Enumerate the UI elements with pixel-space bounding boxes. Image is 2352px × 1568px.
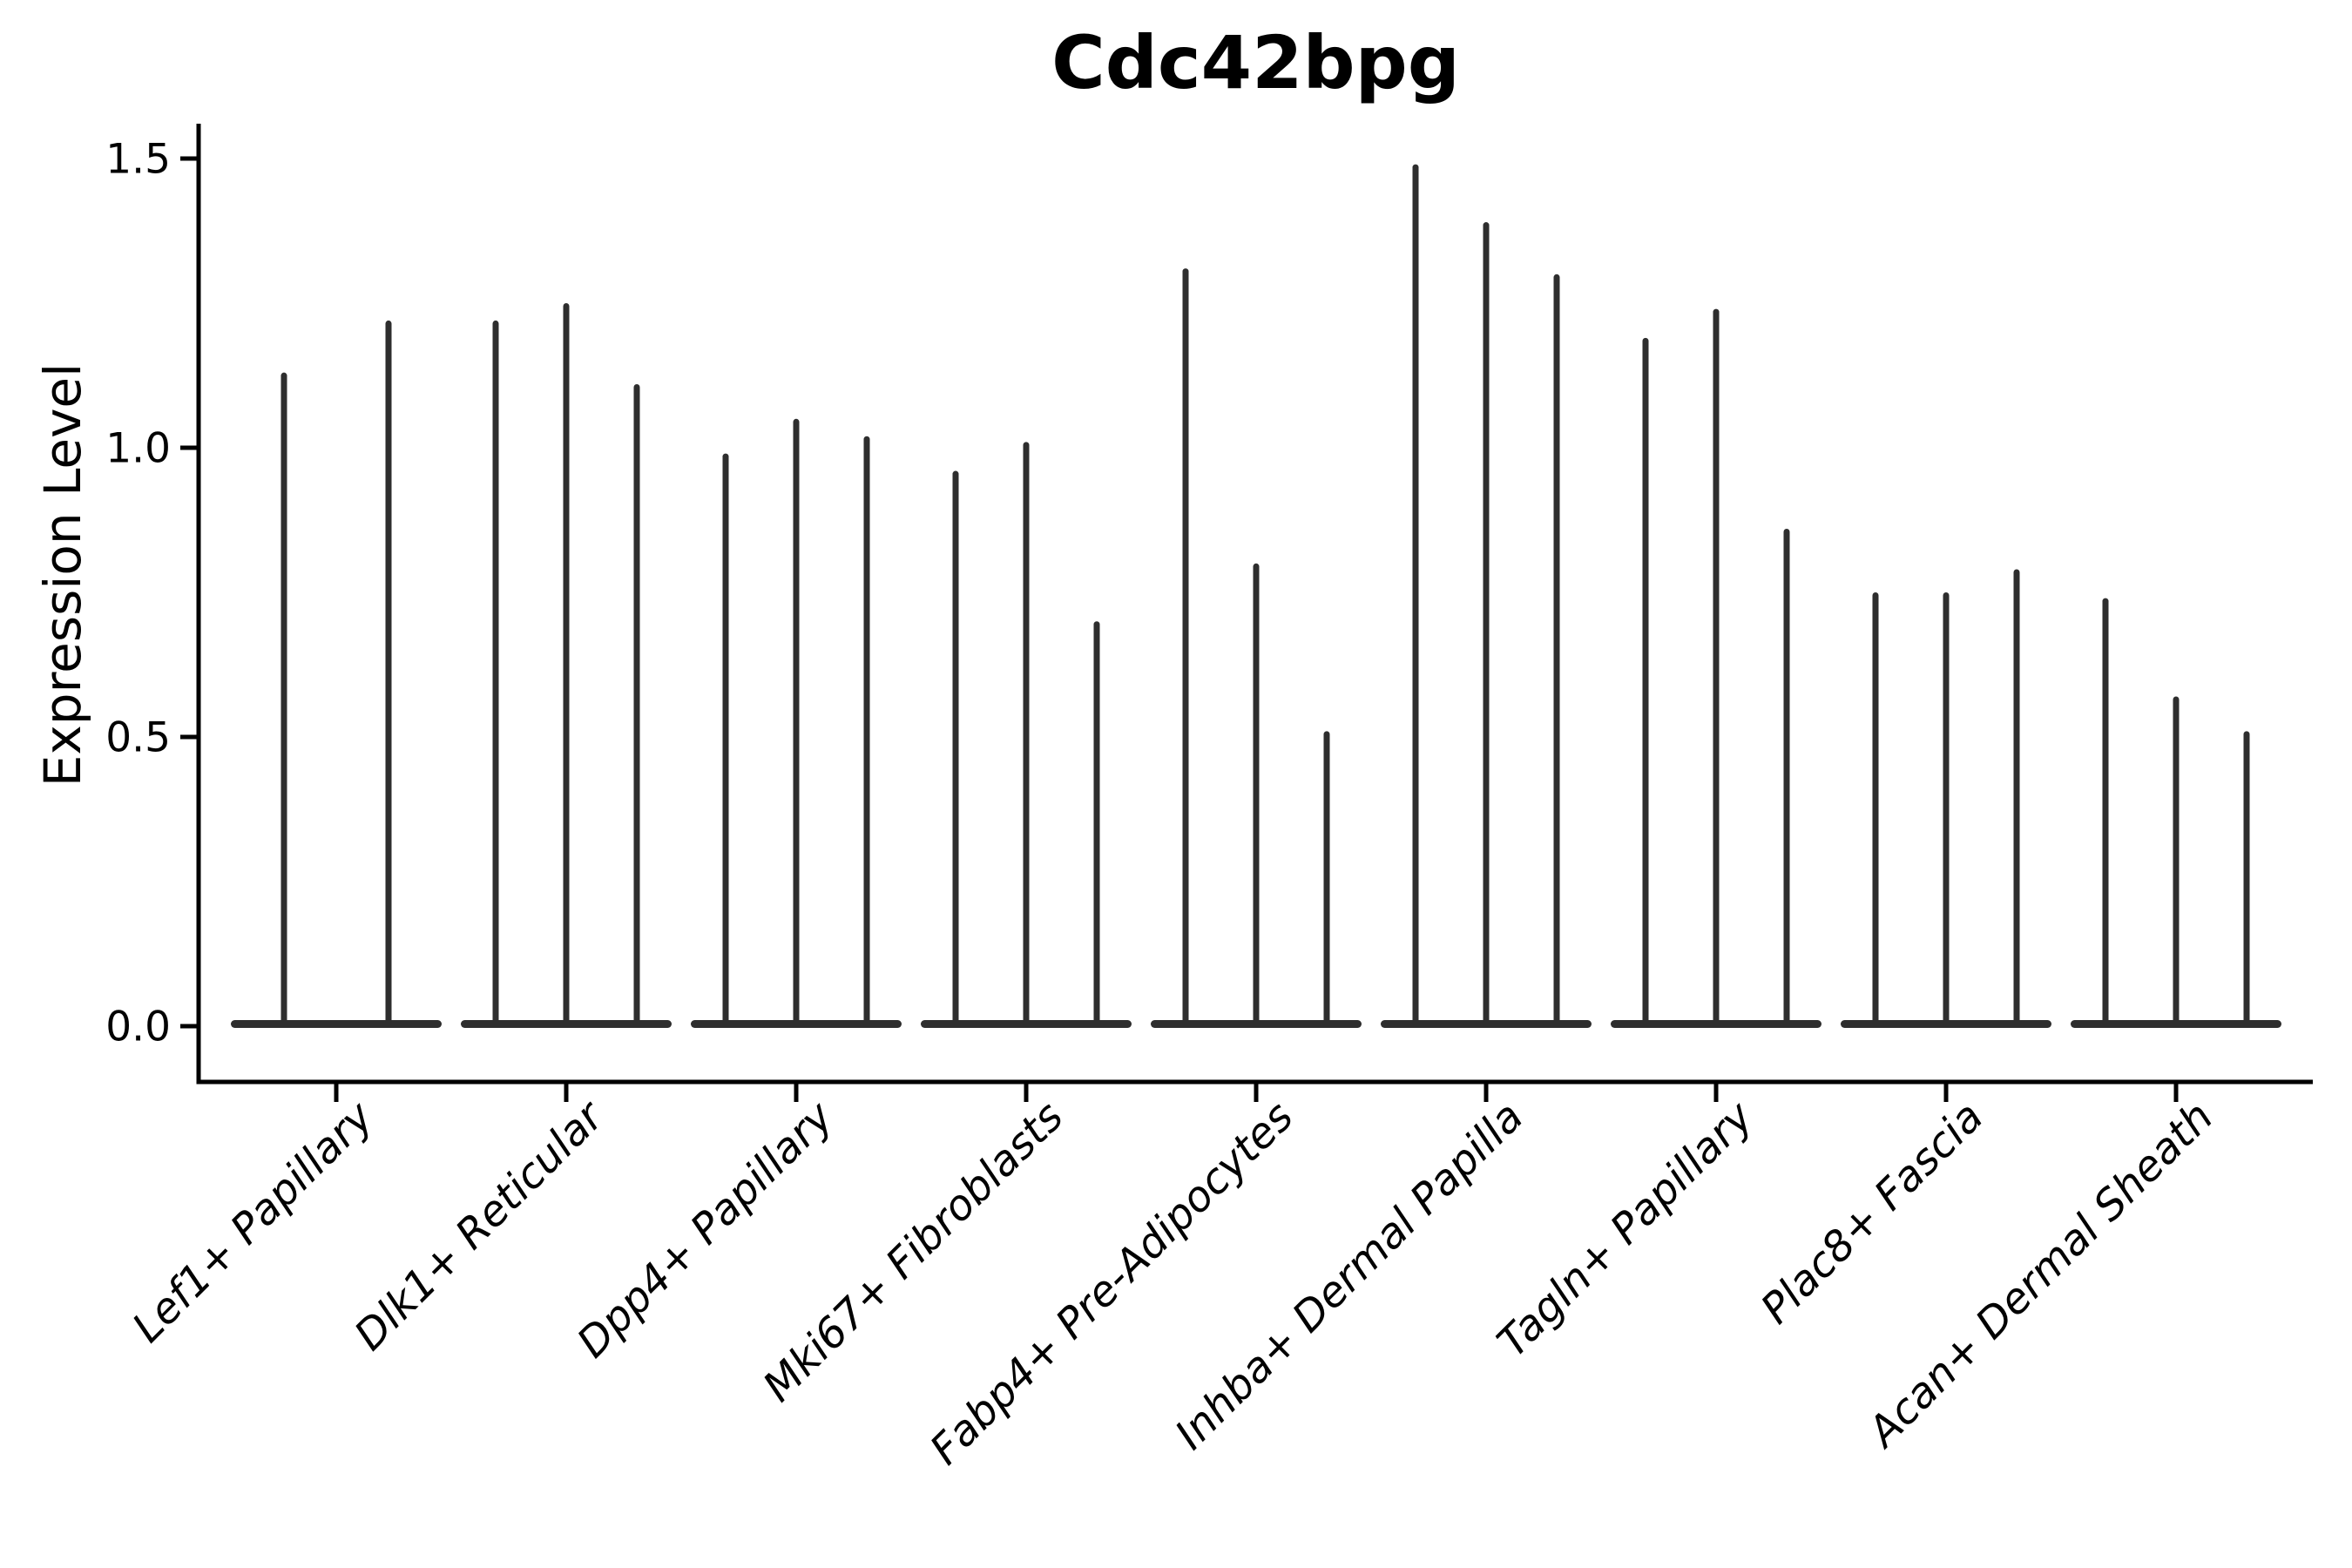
- x-tick-label: Dpp4+ Papillary: [568, 1092, 843, 1367]
- x-tick-label: Tagln+ Papillary: [1488, 1092, 1763, 1367]
- violin-baseline: [231, 1020, 442, 1028]
- y-tick-label: 0.0: [105, 1003, 171, 1051]
- axis-spines: [196, 124, 2313, 1085]
- y-tick-label: 1.0: [105, 424, 171, 472]
- chart-title: Cdc42bpg: [1051, 20, 1460, 105]
- y-tick-label: 0.5: [105, 713, 171, 761]
- x-tick-label: Lef1+ Papillary: [123, 1092, 383, 1352]
- x-tick-label: Dlk1+ Reticular: [345, 1091, 615, 1361]
- y-tick-label: 1.5: [105, 135, 171, 183]
- x-tick-label: Fabp4+ Pre-Adipocytes: [921, 1092, 1303, 1475]
- x-tick-label: Plac8+ Fascia: [1752, 1092, 1993, 1334]
